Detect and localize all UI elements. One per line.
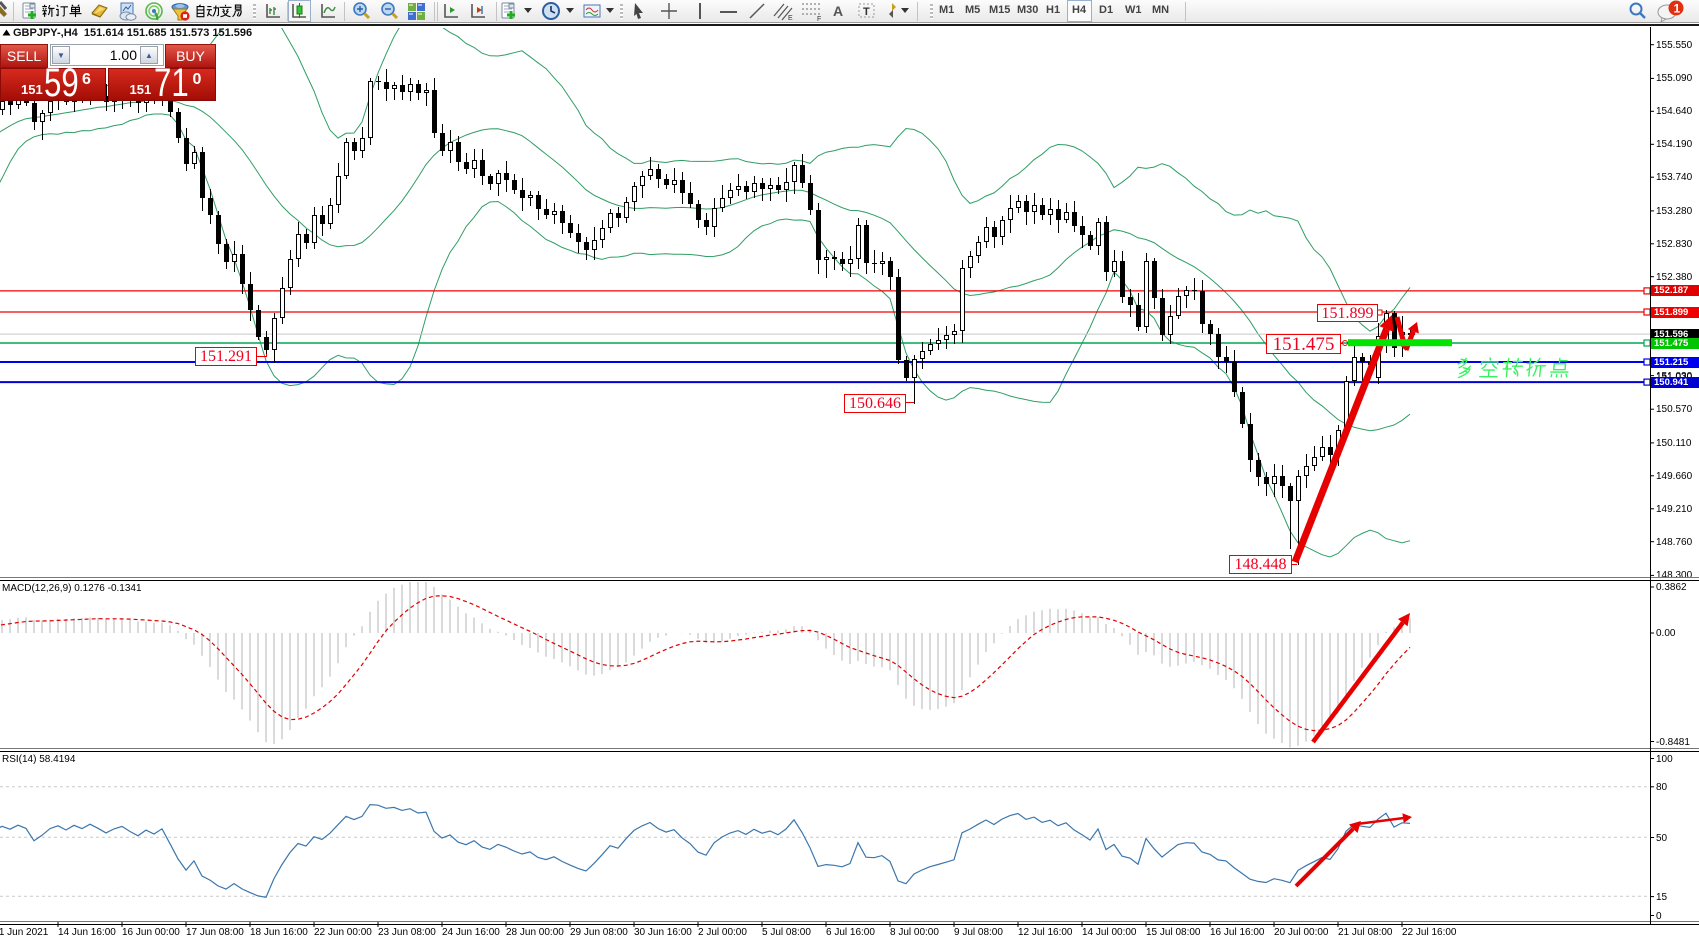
svg-text:T: T (863, 6, 870, 18)
svg-text:F: F (817, 16, 821, 22)
svg-text:E: E (788, 15, 793, 22)
svg-text:1: 1 (1674, 2, 1681, 16)
